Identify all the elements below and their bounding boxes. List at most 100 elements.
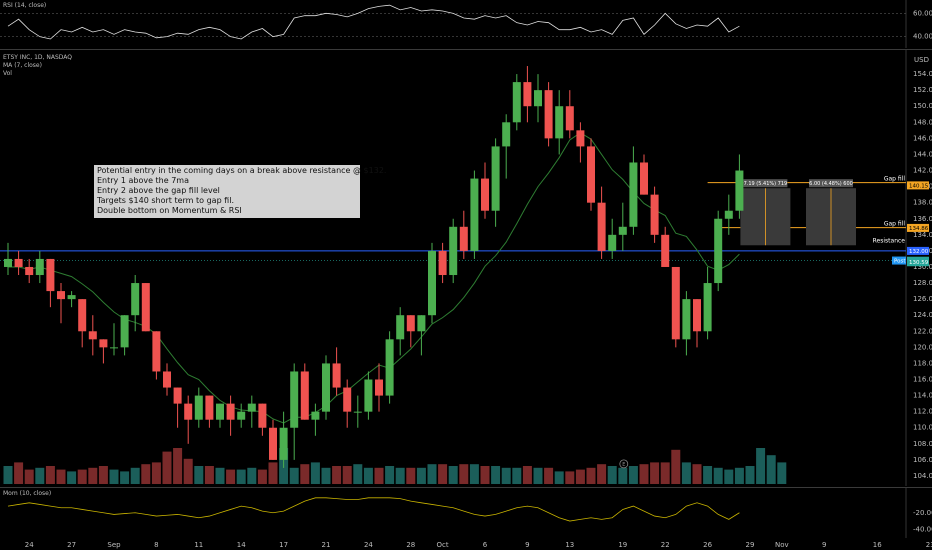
volume-bar [56,469,66,484]
candle-body [279,427,288,460]
price-tag-label: 130.59 [909,260,929,266]
volume-bar [628,466,638,484]
candle-body [141,283,150,332]
price-tick-label: 112.00 [913,408,932,416]
candle-body [661,234,670,267]
rsi-tick-label: 60.00 [913,9,932,17]
annotation-note[interactable]: Potential entry in the coming days on a … [94,165,386,218]
candle-body [322,363,330,412]
range-label-bg [809,179,853,188]
volume-bar [639,464,649,484]
price-tag [907,246,929,255]
candle-body [724,210,733,219]
price-tick-label: 142.00 [913,167,932,175]
time-tick-label: 28 [406,541,415,549]
candle-body [237,411,246,420]
volume-bar [448,466,458,484]
volume-bar [554,471,564,484]
price-chart[interactable]: 154.00 152.00 150.00 148.00 146.00 144.00 142.… [0,50,932,486]
volume-bar [24,469,34,484]
candle-body [332,363,341,388]
volume-bar [77,469,87,484]
candle-body [300,371,309,420]
vol-line: Vol [3,70,12,77]
annotation-line-5: Double bottom on Momentum & RSI [97,206,242,215]
candle-body [99,339,108,348]
range-label-bg [743,179,788,188]
volume-bar [703,466,713,484]
price-tag [907,181,929,190]
volume-bar [671,449,681,484]
candle-body [35,258,44,276]
volume-bar [67,471,77,484]
volume-bar [565,471,575,484]
price-tick-label: 124.00 [913,311,932,319]
candle-body [173,387,182,404]
candle-body [640,162,648,195]
candle-body [512,82,521,123]
candle-body [502,122,511,147]
volume-bar [586,467,596,484]
candle-body [449,226,458,276]
candle-body [650,194,659,235]
price-tag-label: 140.15 [909,183,929,189]
candle-body [152,331,161,372]
candle-body [629,162,638,227]
momentum-chart: -20.00 -40.00 [7,488,932,538]
earnings-marker [619,459,629,469]
candle-body [608,234,617,251]
candle-body [618,226,627,235]
time-tick-label: 29 [746,541,755,549]
volume-bar [533,467,543,484]
candle-body [57,291,65,300]
candle-body [544,90,553,139]
candle-body [396,315,405,340]
candle-body [735,170,744,211]
price-tag-label: 134.86 [909,226,929,232]
time-tick-label: 19 [618,541,627,549]
candle-body [597,202,606,251]
candle-body [46,258,55,292]
pane-separator-1[interactable] [0,49,932,50]
candle-body [120,315,129,348]
candle-body [205,395,214,420]
candle-body [428,250,436,316]
candle-body [714,218,723,284]
time-tick-label: Sep [107,541,121,549]
candle-body [226,403,235,420]
momentum-tick-label: -20.00 [913,509,932,517]
range-label: 6.00 (4.48%) 600 [809,181,853,187]
volume-bar [512,467,522,484]
price-tick-label: 116.00 [913,376,932,384]
time-tick-label: 21 [322,541,331,549]
volume-bar [734,467,744,484]
volume-bar [204,466,214,484]
candle-body [555,106,564,139]
candle-body [131,283,140,316]
volume-bar [173,448,183,484]
volume-bar [692,464,702,484]
time-tick-label: 26 [703,541,712,549]
volume-bar [226,469,236,484]
volume-bar [681,462,691,484]
volume-bar [342,466,352,484]
volume-bar [310,462,320,484]
currency-label: USD [914,56,929,64]
pane-separator-2[interactable] [0,487,932,488]
candle-body [110,347,118,349]
time-axis[interactable]: 24 27 Sep 8 11 14 17 21 24 28 Oct 6 9 13 19 22 26 29 Nov 9 1… [0,538,932,550]
volume-bar [406,467,416,484]
price-tag [907,258,929,267]
volume-bar [35,467,45,484]
volume-bar [247,467,257,484]
volume-bar [353,464,363,484]
candle-body [67,295,76,300]
price-tick-label: 126.00 [913,295,932,303]
rsi-tick-label: 40.00 [913,33,932,41]
price-tick-label: 152.00 [913,86,932,94]
momentum-pane: Mom (10, close) -20.00 -40.00 [0,488,932,538]
time-tick-label: 11 [194,541,203,549]
price-tick-label: 148.00 [913,118,932,126]
candle-body [523,82,532,107]
time-tick-label: 17 [279,541,288,549]
